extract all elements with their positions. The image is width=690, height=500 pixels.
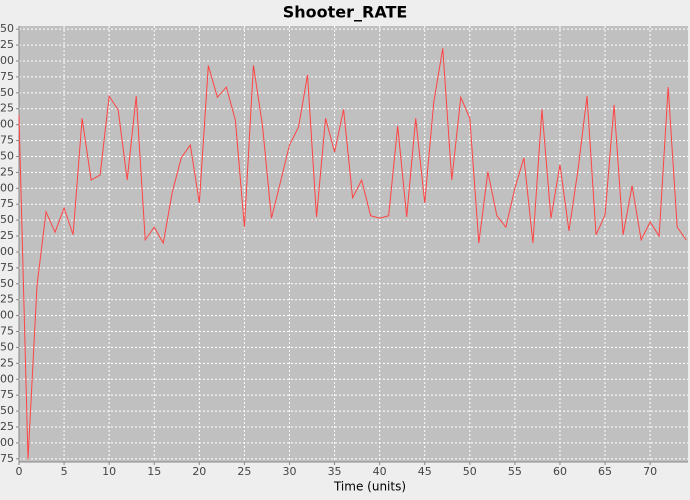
y-tick-label: 25 [0,229,14,242]
y-tick-label: 00 [0,372,14,385]
x-tick-label: 70 [643,465,657,478]
y-tick-label: 25 [0,165,14,178]
x-tick-label: 0 [16,465,23,478]
y-tick-label: 25 [0,420,14,433]
chart-title: Shooter_RATE [283,3,408,22]
x-tick-label: 35 [328,465,342,478]
y-tick-label: 75 [0,388,14,401]
y-tick-label: 75 [0,325,14,338]
y-tick-label: 50 [0,86,14,99]
y-tick-label: 50 [0,277,14,290]
x-tick-label: 25 [237,465,251,478]
y-tick-label: 50 [0,22,14,35]
y-tick-label: 75 [0,70,14,83]
y-tick-label: 75 [0,452,14,465]
y-tick-label: 00 [0,436,14,449]
x-tick-label: 45 [418,465,432,478]
y-tick-label: 25 [0,356,14,369]
y-tick-label: 75 [0,261,14,274]
data-line [18,48,687,460]
y-tick-label: 00 [0,54,14,67]
x-tick-label: 20 [192,465,206,478]
x-tick-label: 40 [373,465,387,478]
y-tick-label: 50 [0,149,14,162]
x-tick-label: 10 [102,465,116,478]
y-tick-label: 50 [0,213,14,226]
y-tick-label: 50 [0,404,14,417]
y-tick-label: 00 [0,245,14,258]
y-tick-label: 00 [0,181,14,194]
x-tick-label: 60 [553,465,567,478]
x-tick-label: 5 [61,465,68,478]
x-tick-label: 55 [508,465,522,478]
y-tick-label: 00 [0,118,14,131]
x-tick-label: 50 [463,465,477,478]
x-tick-label: 30 [282,465,296,478]
y-tick-label: 50 [0,340,14,353]
x-axis-label: Time (units) [333,480,406,494]
y-tick-label: 25 [0,293,14,306]
y-tick-label: 25 [0,38,14,51]
x-tick-label: 65 [598,465,612,478]
x-tick-label: 15 [147,465,161,478]
y-tick-label: 00 [0,309,14,322]
y-tick-label: 25 [0,102,14,115]
y-tick-label: 75 [0,134,14,147]
y-tick-label: 75 [0,197,14,210]
plot-area [19,26,688,462]
